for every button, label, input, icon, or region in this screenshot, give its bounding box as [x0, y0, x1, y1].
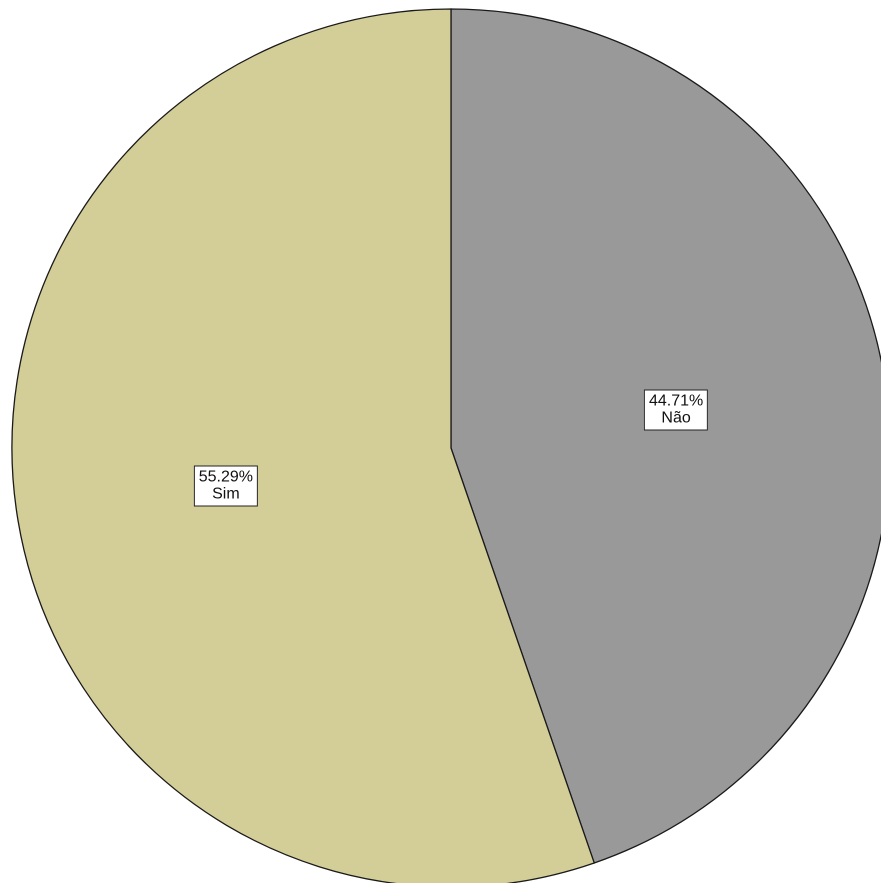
data-label-sim: 55.29% Sim — [193, 465, 259, 507]
data-label-value: 55.29% — [198, 468, 254, 486]
pie-slice-nao — [450, 8, 881, 864]
data-label-nao: 44.71% Não — [643, 389, 709, 431]
data-label-value: 44.71% — [648, 392, 704, 410]
pie-slice-sim — [11, 8, 596, 883]
data-label-category: Não — [661, 409, 691, 427]
data-label-category: Sim — [212, 485, 240, 503]
